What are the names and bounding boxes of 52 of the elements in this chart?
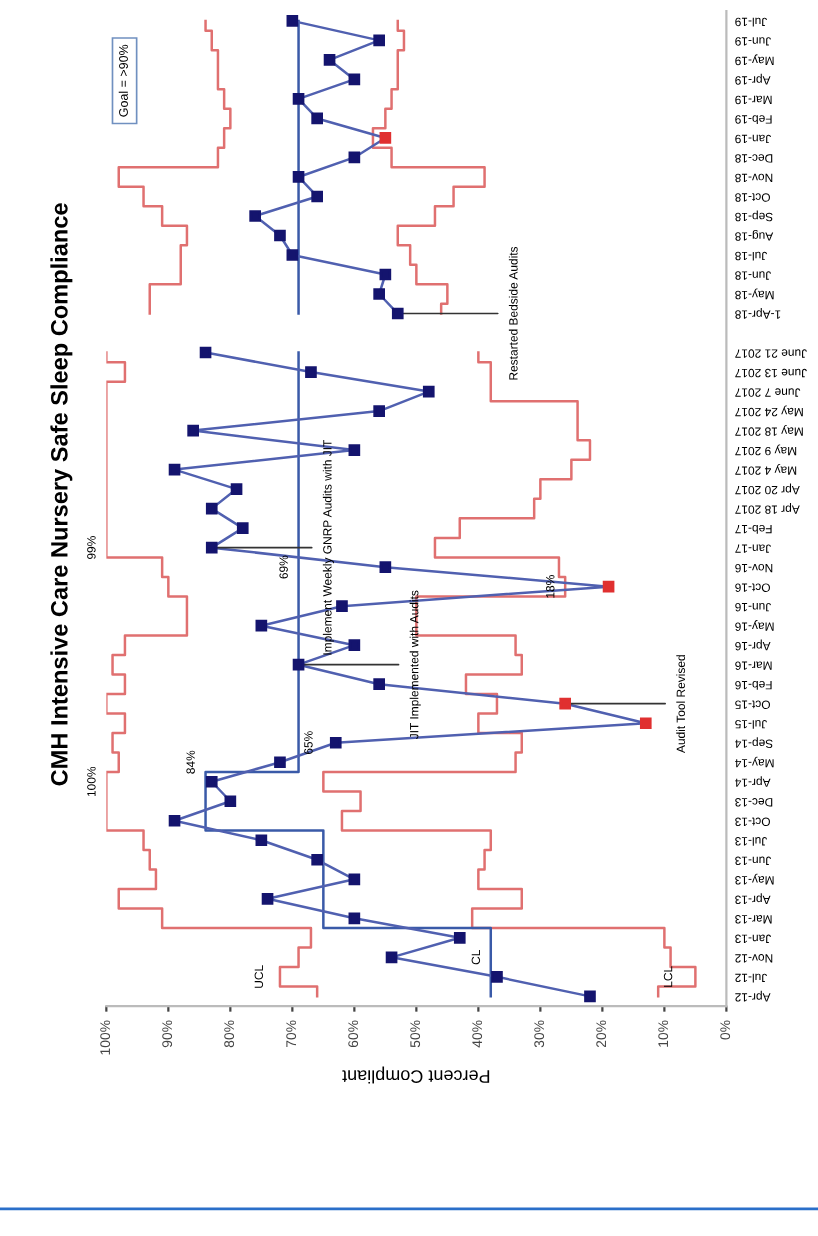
point [373,405,385,417]
point [329,736,342,749]
point [205,541,218,554]
point [348,444,361,456]
point [168,814,181,827]
point [187,424,199,437]
point [261,892,274,905]
x-axis-title: Percent Compliant [342,1066,490,1084]
point [311,853,323,866]
point [348,873,361,886]
point [453,931,466,944]
point [422,385,435,398]
point [292,658,305,671]
point [385,951,398,964]
point [373,678,385,691]
point [348,73,361,86]
point [274,229,286,242]
point [230,483,243,495]
point [391,307,404,320]
point [274,756,286,769]
point [292,171,305,183]
point [373,34,385,47]
point [373,288,385,300]
point [249,210,261,222]
point [348,912,361,925]
point [205,502,218,515]
point [491,971,503,983]
point [348,639,361,652]
point [559,697,572,710]
point [286,249,299,261]
point [602,580,615,593]
point [584,990,596,1003]
point [199,346,212,359]
point [168,463,181,476]
point [348,151,361,164]
point [336,600,348,612]
point [305,366,317,378]
point [639,717,652,730]
point [224,795,237,808]
point [379,132,392,144]
point [379,561,392,573]
point [255,619,268,632]
point [255,834,268,847]
text: CMH Intensive Care Nursery Safe Sleep Compliance [50,203,73,786]
point [323,54,336,66]
point [311,112,323,125]
point [292,93,305,105]
point [286,15,299,27]
point [311,190,323,203]
point [379,268,392,281]
point [205,775,218,788]
point [236,522,249,534]
